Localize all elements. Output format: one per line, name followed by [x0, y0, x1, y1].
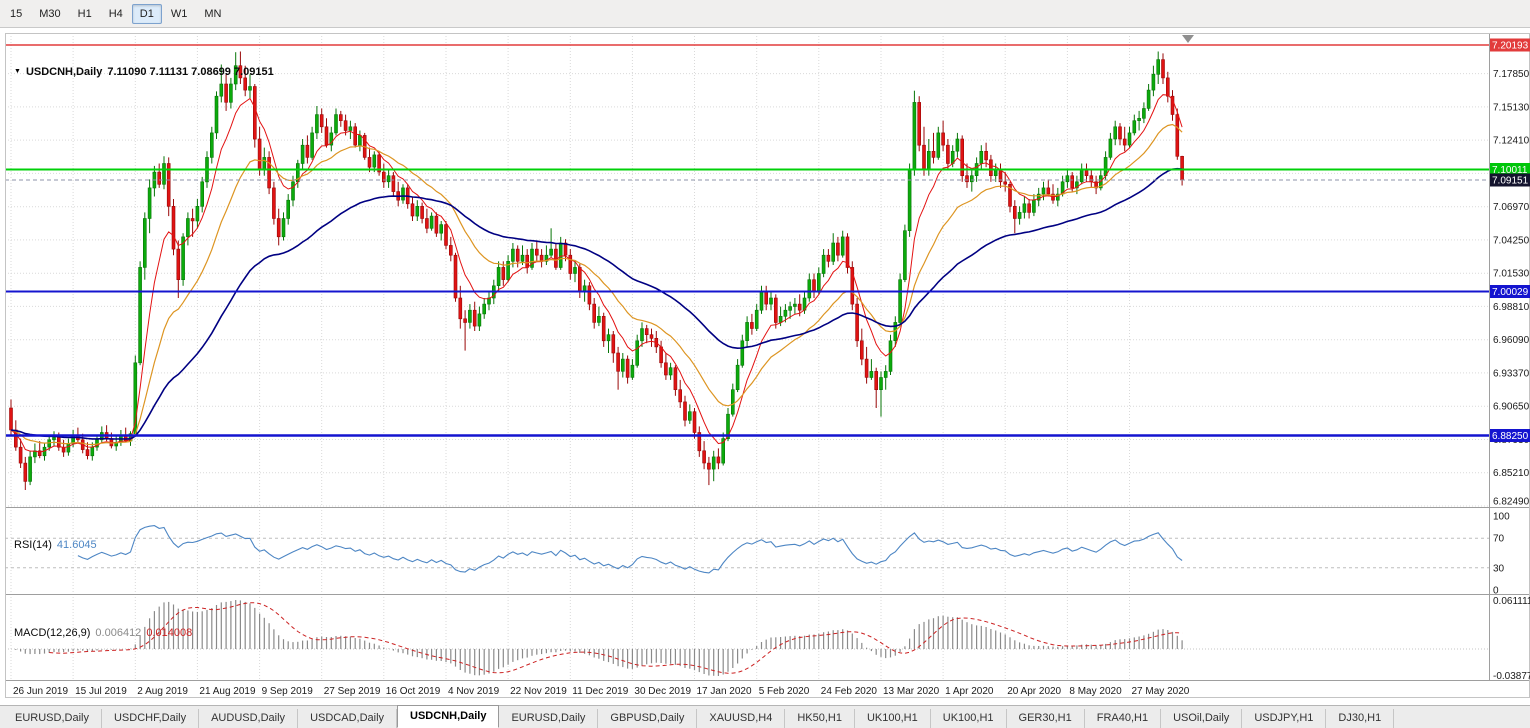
- svg-text:4 Nov 2019: 4 Nov 2019: [448, 686, 500, 697]
- chart-ohlc-values: 7.11090 7.11131 7.08699 7.09151: [107, 66, 274, 78]
- svg-text:11 Dec 2019: 11 Dec 2019: [572, 686, 628, 697]
- svg-text:70: 70: [1493, 534, 1505, 545]
- macd-indicator-label: MACD(12,26,9) 0.006412 0.014008: [14, 627, 192, 639]
- svg-text:30 Dec 2019: 30 Dec 2019: [634, 686, 691, 697]
- svg-text:7.06970: 7.06970: [1493, 202, 1530, 213]
- chart-tab-USDCHF-Daily-1[interactable]: USDCHF,Daily: [102, 709, 200, 728]
- price-label-7.00029: [1490, 285, 1530, 298]
- rsi-indicator-label: RSI(14) 41.6045: [14, 539, 97, 551]
- svg-text:7.10011: 7.10011: [1492, 165, 1528, 176]
- chart-tab-USOil-Daily-13[interactable]: USOil,Daily: [1161, 709, 1243, 728]
- price-label-7.09151: [1490, 173, 1530, 187]
- svg-text:6.90650: 6.90650: [1493, 402, 1530, 413]
- macd-layer: 0.061111 -0.03877: [5, 596, 1530, 682]
- grid-layer: [5, 33, 1489, 680]
- svg-text:30: 30: [1493, 563, 1505, 574]
- svg-text:6.82490: 6.82490: [1493, 497, 1530, 508]
- svg-text:7.01530: 7.01530: [1493, 269, 1530, 280]
- svg-text:24 Feb 2020: 24 Feb 2020: [821, 686, 878, 697]
- price-label-6.88250: [1490, 429, 1530, 442]
- chart-tab-HK50-H1-8[interactable]: HK50,H1: [785, 709, 855, 728]
- svg-text:27 May 2020: 27 May 2020: [1132, 686, 1190, 697]
- macd-main-value: 0.006412: [95, 627, 142, 639]
- svg-text:7.17850: 7.17850: [1493, 69, 1530, 80]
- chart-symbol-label: USDCNH,Daily: [25, 66, 103, 78]
- timeframe-button-M30[interactable]: M30: [39, 7, 61, 20]
- svg-text:20 Apr 2020: 20 Apr 2020: [1007, 686, 1061, 697]
- chart-tab-EURUSD-Daily-0[interactable]: EURUSD,Daily: [3, 709, 102, 728]
- candles-layer: [9, 51, 1184, 490]
- svg-text:100: 100: [1493, 512, 1510, 523]
- svg-text:26 Jun 2019: 26 Jun 2019: [13, 686, 68, 697]
- chart-tab-USDCNH-Daily-4[interactable]: USDCNH,Daily: [397, 705, 500, 728]
- svg-text:22 Nov 2019: 22 Nov 2019: [510, 686, 567, 697]
- timeframe-button-D1[interactable]: D1: [131, 3, 162, 24]
- chart-tab-bar: EURUSD,Daily USDCHF,Daily AUDUSD,Daily USDC…: [0, 705, 1530, 728]
- svg-text:13 Mar 2020: 13 Mar 2020: [883, 686, 940, 697]
- svg-text:8 May 2020: 8 May 2020: [1069, 686, 1122, 697]
- chart-shift-marker[interactable]: [1182, 35, 1194, 43]
- svg-text:16 Oct 2019: 16 Oct 2019: [386, 686, 441, 697]
- rsi-value: 41.6045: [56, 539, 97, 551]
- chart-collapse-icon[interactable]: ▼: [14, 67, 21, 75]
- svg-text:7.00029: 7.00029: [1492, 287, 1529, 298]
- chart-tab-DJ30-H1-15[interactable]: DJ30,H1: [1326, 709, 1395, 728]
- chart-tab-USDCAD-Daily-3[interactable]: USDCAD,Daily: [298, 709, 398, 728]
- svg-text:6.93370: 6.93370: [1493, 368, 1530, 379]
- chart-tab-GBPUSD-Daily-6[interactable]: GBPUSD,Daily: [598, 709, 698, 728]
- svg-text:21 Aug 2019: 21 Aug 2019: [199, 686, 256, 697]
- svg-text:0: 0: [1493, 586, 1499, 597]
- svg-text:6.98810: 6.98810: [1493, 302, 1530, 313]
- chart-window: 7.178507.151307.124107.096907.069707.042…: [0, 29, 1530, 705]
- macd-name: MACD(12,26,9): [14, 627, 91, 639]
- svg-text:7.20193: 7.20193: [1492, 41, 1529, 52]
- price-label-7.10011: [1490, 163, 1530, 176]
- frame-layer: [5, 33, 1530, 698]
- svg-text:0.061111: 0.061111: [1493, 596, 1530, 607]
- macd-signal-value: 0.014008: [146, 627, 193, 639]
- svg-text:17 Jan 2020: 17 Jan 2020: [697, 686, 752, 697]
- svg-text:5 Feb 2020: 5 Feb 2020: [759, 686, 810, 697]
- timeframe-button-15[interactable]: 15: [10, 7, 23, 20]
- chart-tab-UK100-H1-9[interactable]: UK100,H1: [855, 709, 931, 728]
- timeframe-toolbar: 15 M30 H1 H4 D1 W1 MN: [0, 0, 1530, 28]
- timeframe-button-W1[interactable]: W1: [170, 7, 188, 20]
- chart-tab-USDJPY-H1-14[interactable]: USDJPY,H1: [1242, 709, 1327, 728]
- svg-text:7.15130: 7.15130: [1493, 102, 1530, 113]
- svg-text:1 Apr 2020: 1 Apr 2020: [945, 686, 994, 697]
- svg-text:7.04250: 7.04250: [1493, 235, 1530, 246]
- timeframe-button-MN[interactable]: MN: [204, 7, 222, 20]
- chart-title: ▼ USDCNH,Daily 7.11090 7.11131 7.08699 7…: [14, 66, 274, 78]
- svg-text:-0.03877: -0.03877: [1493, 671, 1530, 682]
- svg-text:6.85210: 6.85210: [1493, 468, 1530, 479]
- date-axis-layer: 26 Jun 2019 15 Jul 2019 2 Aug 2019 21 Aug 2…: [13, 686, 1190, 697]
- timeframe-button-H4[interactable]: H4: [108, 7, 123, 20]
- svg-text:2 Aug 2019: 2 Aug 2019: [137, 686, 188, 697]
- chart-canvas[interactable]: 7.178507.151307.124107.096907.069707.042…: [5, 33, 1530, 705]
- svg-text:15 Jul 2019: 15 Jul 2019: [75, 686, 127, 697]
- chart-tab-EURUSD-Daily-5[interactable]: EURUSD,Daily: [499, 709, 599, 728]
- svg-text:7.09151: 7.09151: [1492, 176, 1529, 187]
- price-label-7.20193: [1490, 38, 1530, 52]
- rsi-name: RSI(14): [14, 539, 52, 551]
- chart-tab-FRA40-H1-12[interactable]: FRA40,H1: [1085, 709, 1162, 728]
- svg-text:7.12410: 7.12410: [1493, 136, 1530, 147]
- svg-text:9 Sep 2019: 9 Sep 2019: [262, 686, 314, 697]
- svg-text:6.96090: 6.96090: [1493, 335, 1530, 346]
- chart-tab-AUDUSD-Daily-2[interactable]: AUDUSD,Daily: [199, 709, 299, 728]
- chart-tab-GER30-H1-11[interactable]: GER30,H1: [1007, 709, 1085, 728]
- svg-text:6.88250: 6.88250: [1492, 431, 1529, 442]
- svg-text:27 Sep 2019: 27 Sep 2019: [324, 686, 381, 697]
- horizontal-lines-layer: [5, 44, 1489, 437]
- chart-tab-XAUUSD-H4-7[interactable]: XAUUSD,H4: [697, 709, 786, 728]
- chart-tab-UK100-H1-10[interactable]: UK100,H1: [931, 709, 1007, 728]
- rsi-layer: 100 70 30 0: [5, 512, 1510, 597]
- timeframe-button-H1[interactable]: H1: [77, 7, 92, 20]
